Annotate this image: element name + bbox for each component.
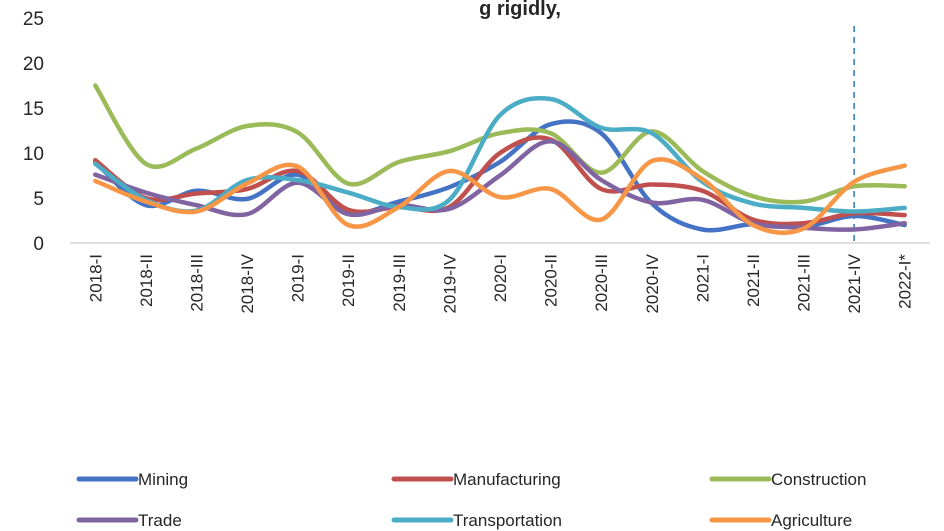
x-tick-label: 2018-II <box>137 254 156 307</box>
legend-label-transportation: Transportation <box>453 511 562 530</box>
x-tick-label: 2019-III <box>390 254 409 312</box>
x-tick-label: 2018-III <box>187 254 206 312</box>
y-axis: 0 5 10 15 20 25 <box>23 9 44 255</box>
x-tick-label: 2021-IV <box>845 253 864 313</box>
series-line-construction <box>93 83 907 205</box>
x-tick-label: 2022-I* <box>896 254 915 309</box>
series-line-trade <box>93 139 907 232</box>
series-line-transportation <box>93 96 907 214</box>
x-tick-label: 2020-II <box>542 254 561 307</box>
legend-label-agriculture: Agriculture <box>771 511 852 530</box>
x-tick-label: 2020-III <box>592 254 611 312</box>
x-tick-label: 2018-IV <box>238 253 257 313</box>
series-lines <box>93 83 907 236</box>
x-tick-label: 2020-IV <box>643 253 662 313</box>
x-tick-label: 2019-I <box>289 254 308 302</box>
x-tick-label: 2021-II <box>744 254 763 307</box>
x-tick-label: 2021-I <box>693 254 712 302</box>
x-tick-label: 2020-I <box>491 254 510 302</box>
x-tick-label: 2019-IV <box>440 253 459 313</box>
chart-title: g rigidly, <box>479 0 561 20</box>
legend-label-mining: Mining <box>138 470 188 489</box>
y-tick-label: 5 <box>33 189 44 210</box>
y-tick-label: 20 <box>23 54 44 75</box>
y-tick-label: 10 <box>23 144 44 165</box>
y-tick-label: 25 <box>23 9 44 30</box>
legend-label-construction: Construction <box>771 470 866 489</box>
legend-label-manufacturing: Manufacturing <box>453 470 561 489</box>
x-tick-label: 2019-II <box>339 254 358 307</box>
x-tick-label: 2018-I <box>86 254 105 302</box>
legend-label-trade: Trade <box>138 511 182 530</box>
x-axis: 2018-I 2018-II 2018-III 2018-IV 2019-I 2019-I… <box>86 253 914 313</box>
legend: Mining Manufacturing Construction Trade Tran… <box>76 470 866 530</box>
y-tick-label: 0 <box>33 234 44 255</box>
y-tick-label: 15 <box>23 99 44 120</box>
series-line-agriculture <box>93 157 907 236</box>
x-tick-label: 2021-III <box>795 254 814 312</box>
